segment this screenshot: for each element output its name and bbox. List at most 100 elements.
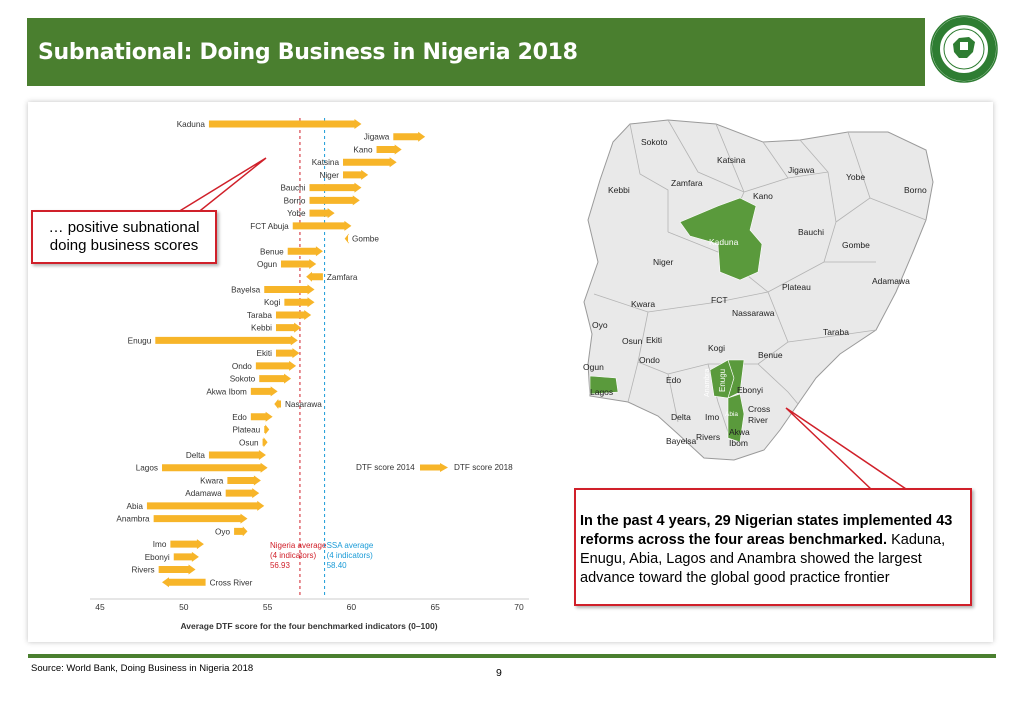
state-label: Nasarawa (285, 400, 322, 409)
nigeria-outline (583, 119, 934, 461)
map-label-gombe: Gombe (842, 240, 870, 250)
state-label: Ebonyi (145, 553, 170, 562)
map-label-lagos: Lagos (590, 387, 613, 397)
arrow-kwara (227, 475, 261, 486)
map-label-ebonyi: Ebonyi (737, 385, 763, 395)
callout-reforms: In the past 4 years, 29 Nigerian states … (574, 488, 972, 606)
map-label-akwa-ibom-1: Akwa (729, 427, 750, 437)
arrow-osun (262, 437, 268, 448)
arrow-kogi (284, 297, 315, 308)
callout-reforms-text: Kaduna, Enugu, Abia, Lagos and Anambra s… (580, 532, 946, 586)
map-label-bayelsa: Bayelsa (666, 436, 697, 446)
state-label: Kwara (200, 476, 224, 485)
state-label: Bauchi (280, 184, 305, 193)
map-label-kebbi: Kebbi (608, 185, 630, 195)
state-border-5 (799, 139, 837, 223)
state-border-13 (717, 291, 789, 365)
arrow-edo (250, 411, 273, 422)
page-number: 9 (496, 667, 502, 679)
arrow-akwa-ibom (250, 386, 278, 397)
nipc-logo (930, 15, 998, 83)
map-label-delta: Delta (671, 412, 691, 422)
state-label: Gombe (352, 235, 379, 244)
state-label: Katsina (312, 158, 340, 167)
x-tick-label: 55 (263, 602, 273, 612)
state-label: Bayelsa (231, 285, 261, 294)
map-label-sokoto: Sokoto (641, 137, 668, 147)
map-label-zamfara: Zamfara (671, 178, 703, 188)
map-label-taraba: Taraba (823, 327, 849, 337)
arrow-niger (343, 169, 369, 180)
map-label-kogi: Kogi (708, 343, 725, 353)
map-label-edo: Edo (666, 375, 681, 385)
state-label: Imo (153, 540, 167, 549)
arrow-ebonyi (173, 551, 199, 562)
arrow-bauchi (309, 182, 362, 193)
state-border-19 (667, 373, 679, 423)
callout-line-1: … positive subnational (48, 219, 200, 236)
arrow-nasarawa (274, 399, 282, 410)
map-label-plateau: Plateau (782, 282, 811, 292)
state-border-4 (762, 141, 829, 179)
map-label-cross-river-1: Cross (748, 404, 770, 414)
callout-line-2: doing business scores (49, 237, 199, 254)
x-tick-label: 70 (514, 602, 524, 612)
map-label-kwara: Kwara (631, 299, 655, 309)
state-label: Delta (186, 451, 206, 460)
reference-label-2-1: SSA average (327, 541, 374, 550)
state-border-18 (627, 361, 639, 403)
arrow-abia (146, 500, 265, 511)
state-border-7 (869, 197, 927, 221)
reference-label-1-2: (4 indicators) (270, 551, 317, 560)
map-label-abia: Abia (725, 411, 738, 418)
state-label: Borno (284, 196, 306, 205)
state-border-17 (757, 363, 799, 405)
source-note: Source: World Bank, Doing Business in Ni… (31, 663, 254, 674)
callout-reforms-bold: In the past 4 years, 29 Nigerian states … (580, 513, 953, 548)
state-label: Zamfara (327, 273, 358, 282)
state-label: Yobe (287, 209, 306, 218)
state-border-1 (629, 123, 669, 232)
state-label: Kogi (264, 298, 281, 307)
state-label: Jigawa (364, 133, 390, 142)
arrow-imo (170, 539, 204, 550)
arrow-zamfara (306, 271, 323, 282)
arrow-fct-abuja (292, 220, 352, 231)
callout-positive-scores: … positive subnational doing business sc… (31, 210, 217, 264)
arrow-ondo (255, 360, 297, 371)
state-label: Niger (319, 171, 339, 180)
map-label-ondo: Ondo (639, 355, 660, 365)
map-label-borno: Borno (904, 185, 927, 195)
map-label-oyo: Oyo (592, 320, 608, 330)
map-label-yobe: Yobe (846, 172, 865, 182)
arrow-yobe (309, 208, 335, 219)
arrow-taraba (275, 309, 312, 320)
state-label: Adamawa (185, 489, 222, 498)
map-label-nassarawa: Nassarawa (732, 308, 775, 318)
map-label-fct: FCT (711, 295, 728, 305)
arrow-cross-river (162, 577, 206, 588)
state-label: Ondo (232, 362, 252, 371)
state-label: Edo (232, 413, 247, 422)
arrow-delta (208, 449, 266, 460)
reference-label-2-3: 58.40 (327, 561, 348, 570)
x-tick-label: 60 (347, 602, 357, 612)
map-label-cross-river-2: River (748, 415, 768, 425)
x-tick-label: 65 (430, 602, 440, 612)
state-label: Akwa Ibom (206, 387, 247, 396)
title-bar: Subnational: Doing Business in Nigeria 2… (27, 18, 925, 86)
state-enugu-highlight (727, 359, 745, 399)
arrow-rivers (158, 564, 196, 575)
arrow-jigawa (393, 131, 426, 142)
arrow-enugu (155, 335, 298, 346)
arrow-lagos (162, 462, 268, 473)
arrow-kebbi (275, 322, 302, 333)
map-label-osun: Osun (622, 336, 643, 346)
map-label-adamawa: Adamawa (872, 276, 910, 286)
state-label: Taraba (247, 311, 272, 320)
state-label: Kebbi (251, 324, 272, 333)
nigeria-map: Sokoto Katsina Jigawa Yobe Zamfara Kebbi Kano B… (583, 119, 934, 461)
state-label: Osun (239, 438, 259, 447)
legend-from-label: DTF score 2014 (356, 463, 415, 472)
x-axis-title: Average DTF score for the four benchmark… (180, 621, 437, 631)
